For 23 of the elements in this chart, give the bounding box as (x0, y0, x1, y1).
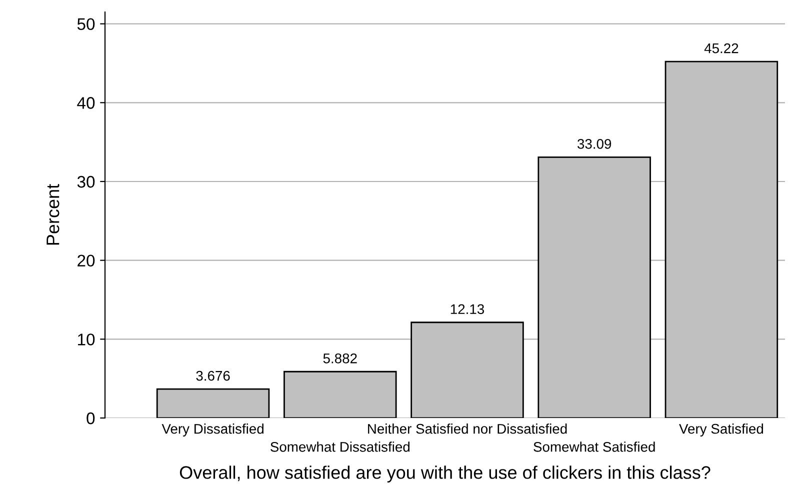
y-tick-label: 30 (77, 176, 95, 188)
data-label: 45.22 (704, 43, 738, 54)
bar (284, 370, 397, 418)
x-axis-title: Overall, how satisfied are you with the use of clickers in this class? (180, 466, 710, 482)
data-label: 33.09 (578, 139, 612, 149)
data-label: 3.676 (196, 370, 230, 381)
bar (664, 60, 778, 418)
x-tick-label: Very Satisfied (679, 424, 764, 437)
x-tick-label: Neither Satisfied nor Dissatisfied (368, 424, 567, 434)
x-tick-label: Somewhat Satisfied (534, 442, 655, 452)
bar (156, 388, 270, 418)
x-tick-label: Somewhat Dissatisfied (270, 442, 410, 452)
y-tick-label: 50 (77, 18, 95, 30)
y-tick-label: 0 (86, 412, 95, 424)
y-tick-label: 10 (78, 334, 95, 346)
data-label: 5.882 (323, 353, 357, 364)
x-tick-label: Very Dissatisfied (162, 424, 264, 437)
data-label: 12.13 (450, 304, 484, 314)
y-tick-label: 40 (77, 97, 95, 109)
bar (410, 322, 524, 418)
y-tick-label: 20 (78, 254, 95, 267)
bar (538, 156, 651, 418)
y-axis-title: Percent (46, 184, 60, 245)
